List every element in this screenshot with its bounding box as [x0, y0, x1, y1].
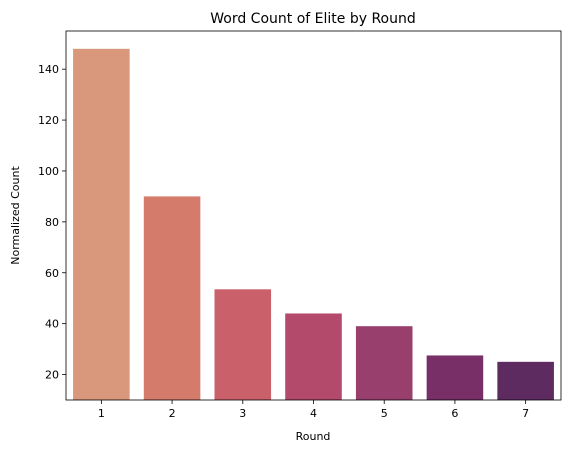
plot-frame	[65, 30, 562, 401]
x-axis: 1 2 3 4 5 6 7	[98, 400, 529, 420]
bar-round-5	[355, 326, 413, 400]
x-tick-label: 3	[239, 407, 246, 420]
x-tick-label: 1	[98, 407, 105, 420]
y-tick-label: 60	[45, 267, 59, 280]
x-axis-label: Round	[296, 430, 331, 443]
bar-round-6	[426, 355, 484, 400]
bar-round-1	[73, 48, 130, 401]
y-tick-label: 20	[45, 369, 59, 382]
x-tick-label: 2	[169, 407, 176, 420]
y-tick-label: 120	[38, 114, 59, 127]
x-tick-label: 6	[451, 407, 458, 420]
chart-title: Word Count of Elite by Round	[210, 11, 416, 27]
y-tick-label: 140	[38, 63, 59, 76]
x-tick-label: 7	[522, 407, 529, 420]
bar-round-2	[143, 196, 201, 400]
bar-round-3	[214, 289, 272, 400]
bars-group	[73, 48, 554, 401]
x-tick-label: 5	[381, 407, 388, 420]
y-tick-label: 100	[38, 165, 59, 178]
x-tick-label: 4	[310, 407, 317, 420]
bar-round-7	[497, 361, 554, 400]
bar-round-4	[285, 313, 342, 400]
y-tick-label: 40	[45, 318, 59, 331]
y-axis-label: Normalized Count	[9, 166, 22, 265]
y-tick-label: 80	[45, 216, 59, 229]
y-axis: 20 40 60 80 100 120 140	[38, 63, 66, 382]
